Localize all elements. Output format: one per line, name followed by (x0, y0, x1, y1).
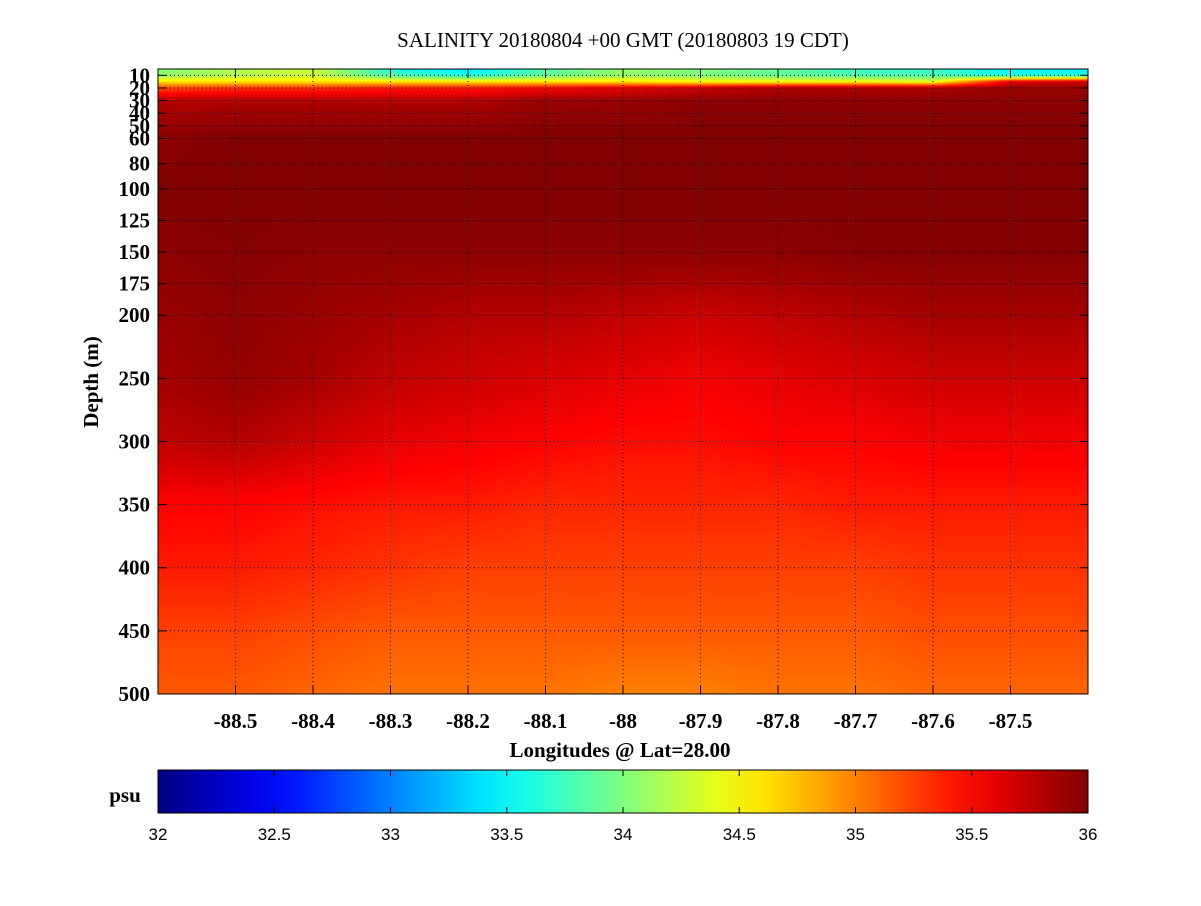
colorbar-tick-label: 36 (1079, 825, 1098, 844)
x-tick-label: -88 (609, 709, 637, 733)
x-axis-label: Longitudes @ Lat=28.00 (509, 738, 730, 762)
x-tick-label: -87.5 (989, 709, 1033, 733)
y-tick-label: 60 (129, 126, 150, 150)
colorbar-gradient (157, 769, 1089, 814)
colorbar-ticks: 32 32.5 33 33.5 34 34.5 35 35.5 36 (149, 770, 1098, 844)
x-tick-label: -87.7 (834, 709, 878, 733)
colorbar-label: psu (109, 783, 141, 807)
x-tick-label: -88.3 (369, 709, 413, 733)
y-tick-label: 20 (129, 76, 150, 100)
x-tick-label: -87.8 (756, 709, 800, 733)
y-tick-label: 125 (119, 209, 151, 233)
colorbar-tick-label: 34.5 (723, 825, 756, 844)
colorbar-tick-label: 32 (149, 825, 168, 844)
x-tick-label: -87.6 (911, 709, 955, 733)
y-axis-label: Depth (m) (79, 336, 103, 428)
colorbar-tick-label: 35 (846, 825, 865, 844)
y-tick-label: 10 (129, 63, 150, 87)
y-tick-label: 40 (129, 101, 150, 125)
colorbar-tick-label: 33.5 (490, 825, 523, 844)
chart-title: SALINITY 20180804 +00 GMT (20180803 19 C… (397, 28, 849, 52)
y-tick-label: 450 (119, 619, 151, 643)
y-tick-label: 100 (119, 177, 151, 201)
colorbar-tick-label: 34 (614, 825, 633, 844)
x-tick-label: -88.4 (291, 709, 335, 733)
colorbar-tick-label: 32.5 (258, 825, 291, 844)
y-tick-label: 30 (129, 89, 150, 113)
colorbar-tick-label: 35.5 (955, 825, 988, 844)
y-tick-label: 175 (119, 272, 151, 296)
y-tick-label: 350 (119, 493, 151, 517)
y-tick-label: 150 (119, 240, 151, 264)
x-tick-label: -88.1 (524, 709, 568, 733)
x-tick-label: -88.5 (214, 709, 258, 733)
y-tick-label: 250 (119, 366, 151, 390)
y-tick-label: 200 (119, 303, 151, 327)
y-tick-label: 300 (119, 429, 151, 453)
colorbar-tick-label: 33 (381, 825, 400, 844)
x-tick-label: -87.9 (679, 709, 723, 733)
x-axis-ticks: -88.5 -88.4 -88.3 -88.2 -88.1 -88 -87.9 -87.8 -8… (214, 69, 1033, 733)
y-tick-label: 400 (119, 556, 151, 580)
x-tick-label: -88.2 (446, 709, 490, 733)
y-tick-label: 500 (119, 682, 151, 706)
colorbar: psu 32 32.5 33 33.5 34 34.5 35 35.5 36 (109, 769, 1098, 844)
grid-lines (158, 69, 1088, 695)
y-tick-label: 80 (129, 152, 150, 176)
y-tick-label: 50 (129, 114, 150, 138)
